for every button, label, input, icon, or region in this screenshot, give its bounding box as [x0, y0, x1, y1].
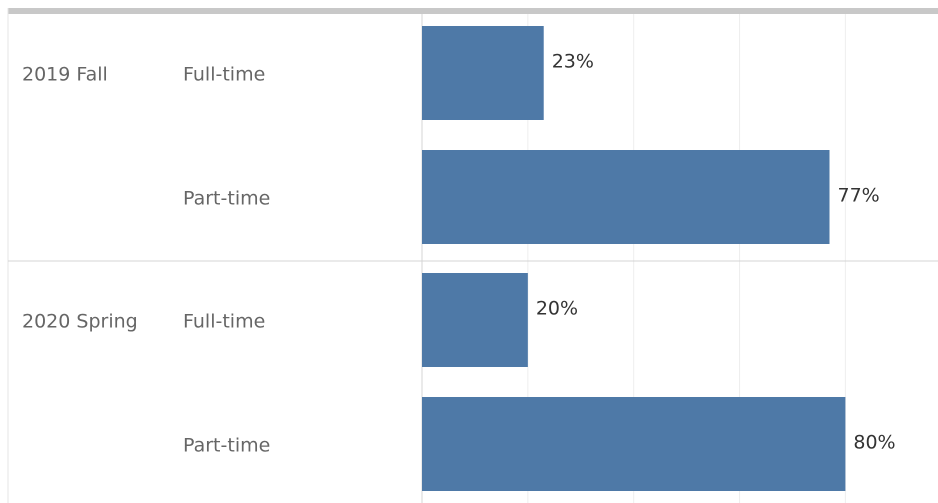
value-label: 77%: [838, 185, 880, 207]
bar: [422, 397, 846, 491]
group-label: 2020 Spring: [22, 311, 138, 333]
category-label: Part-time: [183, 188, 270, 210]
category-label: Full-time: [183, 311, 265, 333]
value-label: 20%: [536, 298, 578, 320]
group-label: 2019 Fall: [22, 64, 108, 86]
top-border: [8, 8, 938, 14]
value-label: 23%: [552, 51, 594, 73]
value-label: 80%: [853, 432, 895, 454]
bar: [422, 26, 544, 120]
bar: [422, 150, 830, 244]
category-label: Full-time: [183, 64, 265, 86]
category-label: Part-time: [183, 435, 270, 457]
bar: [422, 273, 528, 367]
